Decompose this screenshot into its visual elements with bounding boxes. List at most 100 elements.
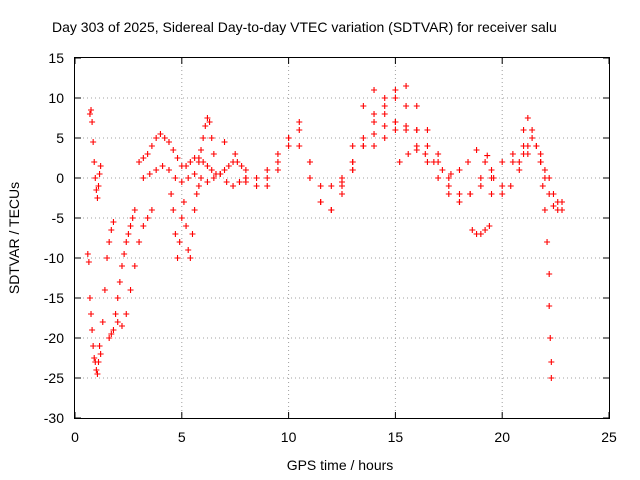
data-point <box>477 175 484 181</box>
data-point <box>123 311 130 317</box>
data-point <box>131 263 138 269</box>
data-point <box>317 199 324 205</box>
data-point <box>96 343 103 349</box>
data-point <box>550 203 557 209</box>
data-point <box>328 207 335 213</box>
data-point <box>112 311 119 317</box>
data-point <box>176 239 183 245</box>
data-point <box>371 131 378 137</box>
data-point <box>118 323 125 329</box>
data-point <box>225 163 232 169</box>
data-point <box>274 151 281 157</box>
data-point <box>95 359 102 365</box>
data-point <box>198 147 205 153</box>
data-point <box>507 183 514 189</box>
data-point <box>546 271 553 277</box>
data-point <box>520 127 527 133</box>
data-point <box>381 135 388 141</box>
series-track-rise-b <box>106 207 138 341</box>
data-point <box>86 111 93 117</box>
data-point <box>447 171 454 177</box>
data-point <box>328 183 335 189</box>
data-point <box>114 319 121 325</box>
series-track-final-b <box>516 135 566 213</box>
data-point <box>403 83 410 89</box>
data-point <box>89 119 96 125</box>
data-point <box>296 143 303 149</box>
data-point <box>509 159 516 165</box>
series-track-wave-2 <box>140 163 249 189</box>
data-point <box>232 151 239 157</box>
data-point <box>490 175 497 181</box>
data-point <box>484 152 491 159</box>
data-point <box>529 135 536 141</box>
tick-labels: 0 5 10 15 20 25 -30 -25 -20 -15 -10 -5 0 5 10 15 <box>44 50 617 445</box>
y-tick-label: -10 <box>44 250 64 266</box>
data-point <box>403 103 410 109</box>
series-track-isolated <box>469 152 493 237</box>
data-point <box>172 231 179 237</box>
data-point <box>204 163 211 169</box>
data-point <box>174 255 181 261</box>
data-point <box>90 139 97 145</box>
data-point <box>185 247 192 253</box>
data-point <box>424 159 431 165</box>
data-point <box>381 111 388 117</box>
x-tick-label: 5 <box>178 429 186 445</box>
data-point <box>445 191 452 197</box>
data-point <box>435 151 442 157</box>
data-point <box>537 151 544 157</box>
data-point <box>170 147 177 153</box>
data-point <box>223 179 230 185</box>
data-point <box>403 123 410 129</box>
data-point <box>125 231 132 237</box>
series-track-rise-c <box>114 207 155 329</box>
data-point <box>210 175 217 181</box>
data-point <box>84 251 91 257</box>
data-point <box>371 111 378 117</box>
series-track-final-drop <box>537 159 555 381</box>
data-point <box>381 95 388 101</box>
data-point <box>360 135 367 141</box>
data-point <box>96 171 103 177</box>
data-point <box>200 135 207 141</box>
data-point <box>264 183 271 189</box>
data-point <box>92 175 99 181</box>
data-point <box>392 95 399 101</box>
data-point <box>153 135 160 141</box>
data-point <box>208 135 215 141</box>
data-point <box>413 103 420 109</box>
data-point <box>381 123 388 129</box>
data-point <box>108 227 115 233</box>
data-point <box>477 183 484 189</box>
data-point <box>118 263 125 269</box>
data-point <box>238 163 245 169</box>
data-point <box>422 151 429 157</box>
data-point <box>157 131 164 137</box>
data-point <box>221 139 228 145</box>
data-point <box>230 183 237 189</box>
data-point <box>127 223 134 229</box>
data-point <box>93 367 100 373</box>
data-point <box>439 167 446 173</box>
series-track-mid-b <box>242 111 399 213</box>
data-point <box>465 159 472 165</box>
data-point <box>234 159 241 165</box>
series-track-rise-a <box>97 219 117 357</box>
data-point <box>88 311 95 317</box>
data-point <box>85 259 92 265</box>
data-point <box>146 171 153 177</box>
data-point <box>547 335 554 341</box>
series-track-dip <box>168 183 202 261</box>
data-point <box>159 163 166 169</box>
data-point <box>206 119 213 125</box>
data-point <box>477 231 484 237</box>
data-point <box>546 175 553 181</box>
data-point <box>86 295 93 301</box>
data-point <box>516 159 523 165</box>
data-point <box>546 303 553 309</box>
data-point <box>99 319 106 325</box>
data-point <box>559 207 566 213</box>
data-point <box>148 143 155 149</box>
